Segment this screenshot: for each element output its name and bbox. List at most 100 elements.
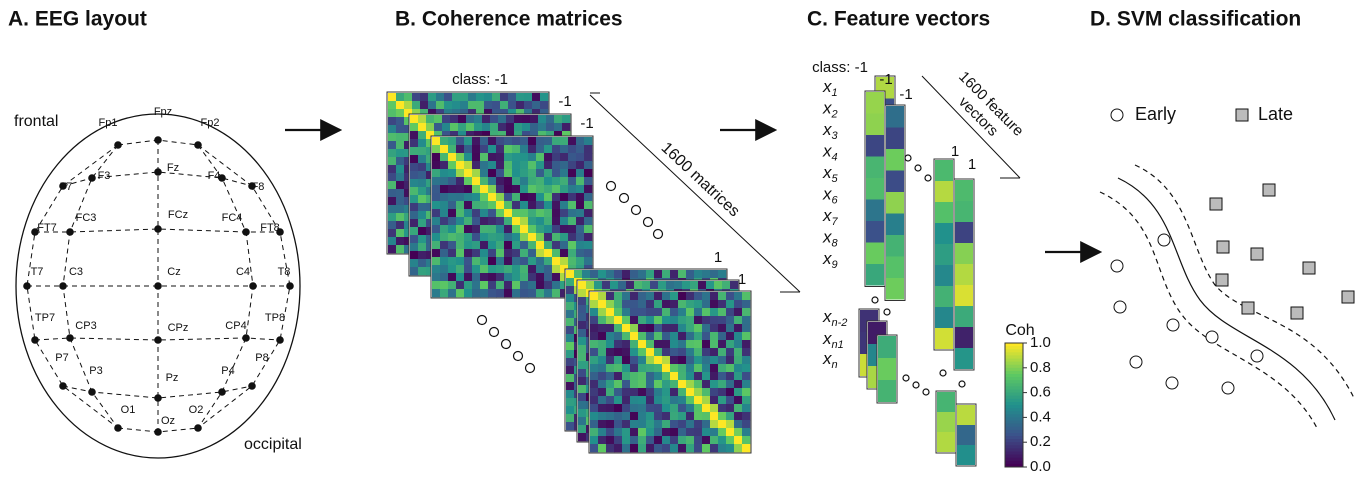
matrix-cell <box>496 249 504 257</box>
matrix-cell <box>710 404 718 412</box>
matrix-cell <box>662 444 670 452</box>
matrix-cell <box>456 289 464 297</box>
matrix-cell <box>536 241 544 249</box>
matrix-cell <box>410 227 418 235</box>
matrix-cell <box>678 388 686 396</box>
matrix-cell <box>396 101 404 109</box>
matrix-cell <box>480 161 488 169</box>
colorbar-cell <box>1005 362 1023 366</box>
electrode-label: Fz <box>167 162 179 174</box>
matrix-cell <box>670 396 678 404</box>
matrix-cell <box>646 380 654 388</box>
matrix-cell <box>576 225 584 233</box>
vector-cell <box>935 202 953 223</box>
matrix-cell <box>488 145 496 153</box>
vector-cell <box>886 149 904 171</box>
matrix-cell <box>388 133 396 141</box>
colorbar-cell <box>1005 359 1023 363</box>
matrix-cell <box>544 161 552 169</box>
vector-cell <box>955 306 973 327</box>
matrix-cell <box>552 281 560 289</box>
vector-cell <box>957 405 975 425</box>
matrix-cell <box>710 380 718 388</box>
matrix-cell <box>388 237 396 245</box>
matrix-cell <box>678 300 686 308</box>
matrix-cell <box>410 131 418 139</box>
matrix-cell <box>528 265 536 273</box>
matrix-cell <box>418 211 426 219</box>
ellipsis-dot <box>490 328 499 337</box>
matrix-cell <box>686 364 694 372</box>
matrix-cell <box>678 436 686 444</box>
matrix-cell <box>618 281 626 289</box>
matrix-cell <box>646 396 654 404</box>
matrix-cell <box>440 185 448 193</box>
vector-cell <box>935 244 953 265</box>
matrix-cell <box>694 444 702 452</box>
matrix-cell <box>598 316 606 324</box>
matrix-cell <box>638 436 646 444</box>
matrix-cell <box>578 345 586 353</box>
panel-title: D. SVM classification <box>1090 8 1301 31</box>
matrix-cell <box>630 324 638 332</box>
matrix-cell <box>472 273 480 281</box>
matrix-cell <box>654 308 662 316</box>
matrix-cell <box>658 281 666 289</box>
matrix-cell <box>578 361 586 369</box>
matrix-cell <box>428 101 436 109</box>
matrix-cell <box>528 201 536 209</box>
matrix-cell <box>456 153 464 161</box>
matrix-cell <box>718 316 726 324</box>
matrix-cell <box>480 201 488 209</box>
matrix-cell <box>388 221 396 229</box>
class-label: 1 <box>968 156 976 173</box>
ellipsis-dot <box>526 364 535 373</box>
matrix-cell <box>670 404 678 412</box>
matrix-cell <box>686 316 694 324</box>
matrix-cell <box>464 161 472 169</box>
matrix-cell <box>638 420 646 428</box>
row-label: x1 <box>822 77 838 98</box>
matrix-cell <box>686 348 694 356</box>
matrix-cell <box>646 348 654 356</box>
matrix-cell <box>606 356 614 364</box>
electrode <box>114 141 122 149</box>
matrix-cell <box>514 115 522 123</box>
matrix-cell <box>718 388 726 396</box>
matrix-cell <box>678 364 686 372</box>
electrode <box>276 336 284 344</box>
late-point <box>1242 302 1254 314</box>
matrix-cell <box>544 217 552 225</box>
matrix-cell <box>622 388 630 396</box>
matrix-cell <box>410 259 418 267</box>
matrix-cell <box>606 324 614 332</box>
matrix-cell <box>520 273 528 281</box>
matrix-cell <box>646 372 654 380</box>
matrix-cell <box>466 115 474 123</box>
matrix-cell <box>726 292 734 300</box>
colorbar-cell <box>1005 374 1023 378</box>
matrix-cell <box>448 225 456 233</box>
matrix-cell <box>678 316 686 324</box>
matrix-cell <box>598 270 606 278</box>
matrix-cell <box>440 177 448 185</box>
matrix-cell <box>578 369 586 377</box>
matrix-cell <box>410 219 418 227</box>
electrode-label: Fp1 <box>99 117 118 129</box>
matrix-cell <box>388 245 396 253</box>
electrode <box>88 174 96 182</box>
matrix-cell <box>710 348 718 356</box>
matrix-cell <box>488 289 496 297</box>
matrix-cell <box>662 324 670 332</box>
matrix-cell <box>566 318 574 326</box>
matrix-cell <box>598 420 606 428</box>
matrix-cell <box>480 249 488 257</box>
matrix-cell <box>646 364 654 372</box>
matrix-cell <box>734 436 742 444</box>
matrix-cell <box>504 209 512 217</box>
row-label-base: x <box>822 349 832 368</box>
matrix-cell <box>734 316 742 324</box>
matrix-cell <box>630 300 638 308</box>
matrix-cell <box>552 265 560 273</box>
matrix-cell <box>622 364 630 372</box>
